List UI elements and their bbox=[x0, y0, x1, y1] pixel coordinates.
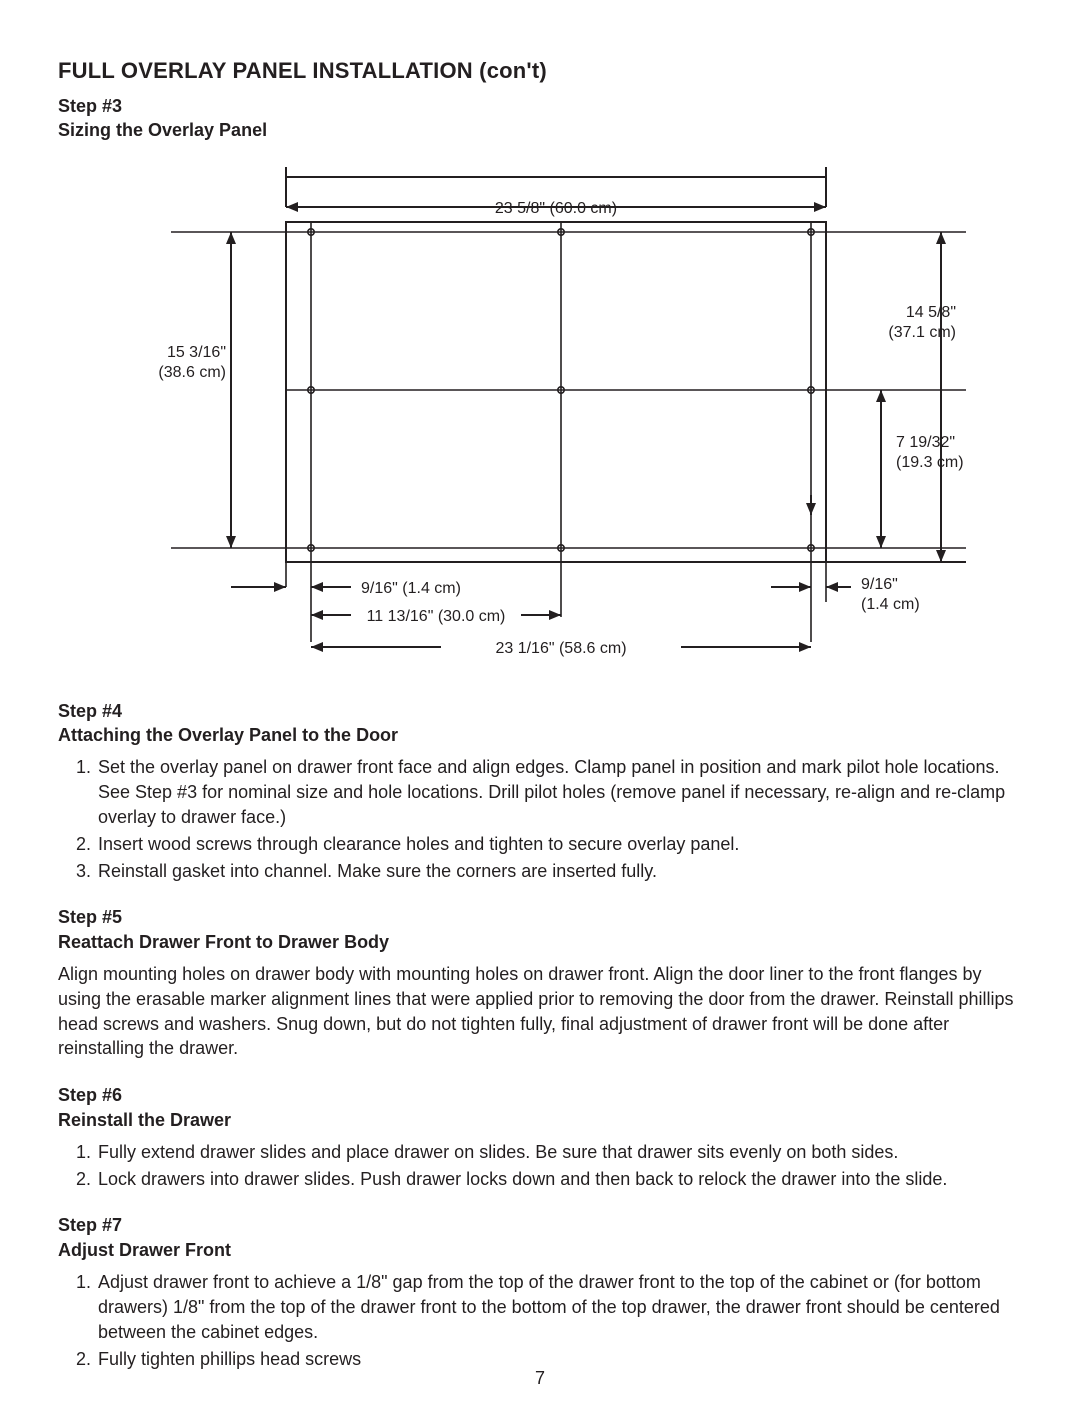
step4-list: Set the overlay panel on drawer front fa… bbox=[58, 755, 1024, 883]
step6-heading: Step #6 bbox=[58, 1083, 1024, 1107]
page-title: FULL OVERLAY PANEL INSTALLATION (con't) bbox=[58, 58, 1024, 84]
dim-overall-height-b: (38.6 cm) bbox=[158, 364, 226, 381]
diagram-container: 23 5/8" (60.0 cm) bbox=[58, 157, 1024, 677]
step5-heading: Step #5 bbox=[58, 905, 1024, 929]
dim-right-half-a: 7 19/32" bbox=[896, 434, 955, 451]
step5-subheading: Reattach Drawer Front to Drawer Body bbox=[58, 930, 1024, 954]
list-item: Adjust drawer front to achieve a 1/8" ga… bbox=[96, 1270, 1024, 1344]
dim-inner-width: 23 1/16" (58.6 cm) bbox=[495, 640, 626, 657]
page-number: 7 bbox=[0, 1368, 1080, 1389]
dim-right-height-b: (37.1 cm) bbox=[888, 324, 956, 341]
dim-overall-width: 23 5/8" (60.0 cm) bbox=[495, 200, 617, 217]
dim-right-height-a: 14 5/8" bbox=[906, 304, 956, 321]
step6-subheading: Reinstall the Drawer bbox=[58, 1108, 1024, 1132]
list-item: Reinstall gasket into channel. Make sure… bbox=[96, 859, 1024, 884]
list-item: Set the overlay panel on drawer front fa… bbox=[96, 755, 1024, 829]
step6-block: Step #6 Reinstall the Drawer Fully exten… bbox=[58, 1083, 1024, 1191]
step5-block: Step #5 Reattach Drawer Front to Drawer … bbox=[58, 905, 1024, 1061]
dim-overall-height-a: 15 3/16" bbox=[167, 344, 226, 361]
step4-subheading: Attaching the Overlay Panel to the Door bbox=[58, 723, 1024, 747]
list-item: Fully extend drawer slides and place dra… bbox=[96, 1140, 1024, 1165]
step3-subheading: Sizing the Overlay Panel bbox=[58, 118, 1024, 142]
panel-outline bbox=[286, 222, 826, 562]
dim-right-margin-b: (1.4 cm) bbox=[861, 596, 920, 613]
list-item: Lock drawers into drawer slides. Push dr… bbox=[96, 1167, 1024, 1192]
step7-block: Step #7 Adjust Drawer Front Adjust drawe… bbox=[58, 1213, 1024, 1371]
dim-right-half-b: (19.3 cm) bbox=[896, 454, 964, 471]
step3-heading: Step #3 bbox=[58, 94, 1024, 118]
dim-left-margin: 9/16" (1.4 cm) bbox=[361, 580, 461, 597]
step7-list: Adjust drawer front to achieve a 1/8" ga… bbox=[58, 1270, 1024, 1371]
step6-list: Fully extend drawer slides and place dra… bbox=[58, 1140, 1024, 1192]
step4-heading: Step #4 bbox=[58, 699, 1024, 723]
step4-block: Step #4 Attaching the Overlay Panel to t… bbox=[58, 699, 1024, 884]
overlay-panel-diagram: 23 5/8" (60.0 cm) bbox=[111, 157, 971, 677]
dim-hole-span: 11 13/16" (30.0 cm) bbox=[367, 608, 506, 625]
list-item: Insert wood screws through clearance hol… bbox=[96, 832, 1024, 857]
step5-para: Align mounting holes on drawer body with… bbox=[58, 962, 1024, 1061]
dim-right-margin-a: 9/16" bbox=[861, 576, 898, 593]
step7-heading: Step #7 bbox=[58, 1213, 1024, 1237]
page: FULL OVERLAY PANEL INSTALLATION (con't) … bbox=[0, 0, 1080, 1419]
step7-subheading: Adjust Drawer Front bbox=[58, 1238, 1024, 1262]
